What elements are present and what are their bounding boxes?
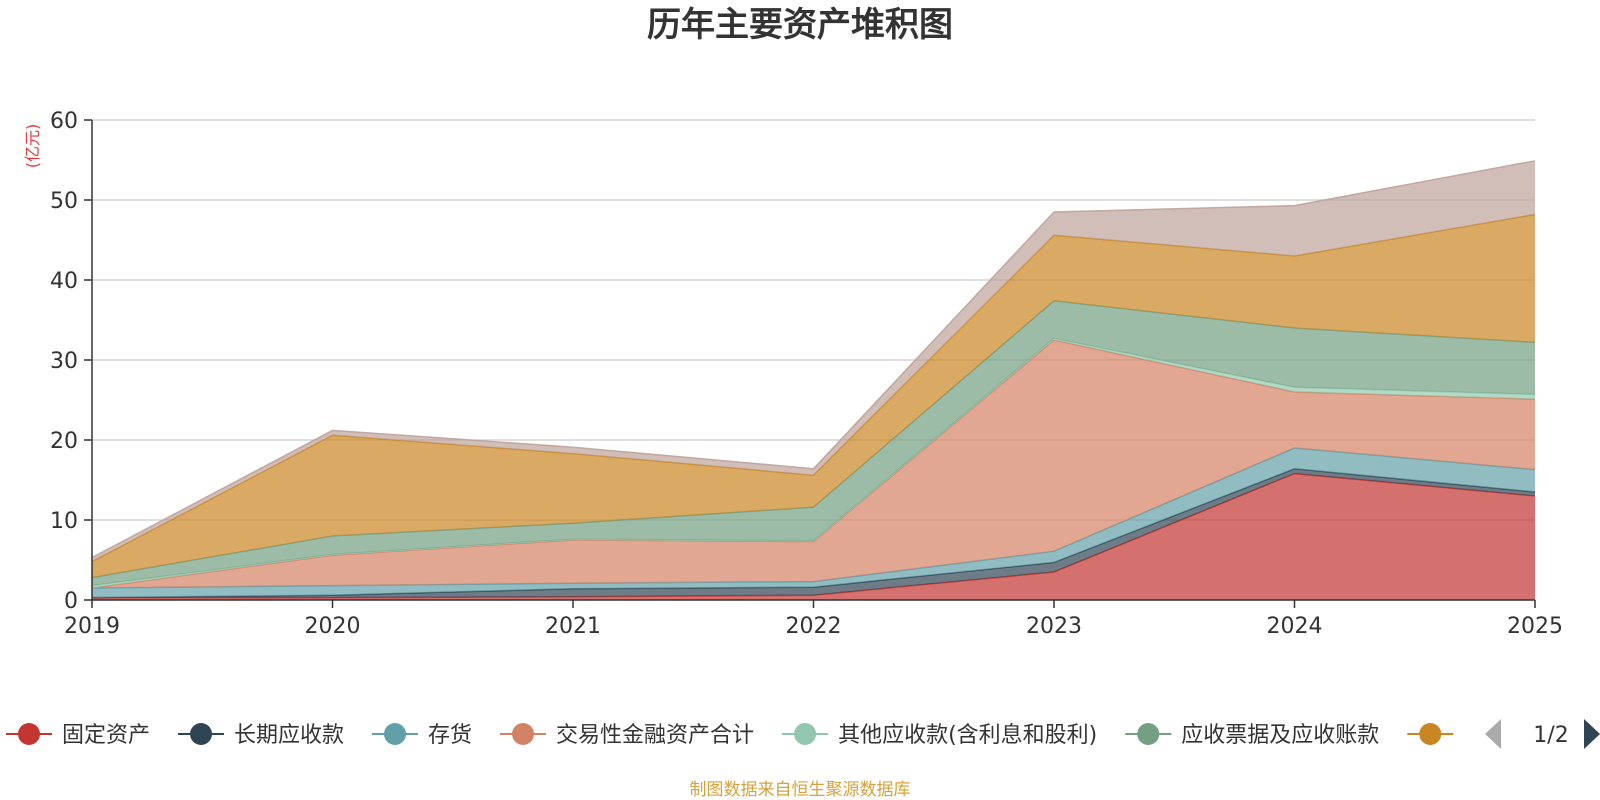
legend-marker [512,723,535,745]
y-tick-label: 50 [50,189,78,214]
legend-item-存货[interactable]: 存货 [372,723,472,748]
legend-item-其他应收款(含利息和股利)[interactable]: 其他应收款(含利息和股利) [782,723,1097,748]
series-line-其他 [91,160,1536,559]
y-tick-label: 40 [50,269,78,294]
y-tick-label: 20 [50,429,78,454]
legend-item-交易性金融资产合计[interactable]: 交易性金融资产合计 [500,723,754,748]
chart-title: 历年主要资产堆积图 [647,5,953,45]
area-存货 [92,448,1535,598]
y-tick-label: 0 [64,589,78,614]
legend-marker [190,723,213,745]
area-series-group [91,160,1536,600]
legend-marker [18,723,40,745]
area-交易性金融资产合计 [92,340,1535,588]
legend-label: 交易性金融资产合计 [556,723,754,748]
x-tick-label: 2023 [1026,614,1082,639]
legend-marker [1137,723,1160,745]
y-tick-label: 30 [50,349,78,374]
legend-item-应收票据及应收账款[interactable]: 应收票据及应收账款 [1125,723,1379,748]
x-tick-label: 2021 [545,614,601,639]
legend-item-固定资产[interactable]: 固定资产 [6,723,150,748]
legend-marker [384,723,407,745]
legend-item-货币资金[interactable] [1407,723,1454,745]
area-其他 [92,160,1535,562]
legend-label: 其他应收款(含利息和股利) [838,723,1097,748]
area-固定资产 [92,473,1535,600]
x-tick-label: 2025 [1507,614,1563,639]
area-应收票据及应收账款 [92,300,1535,586]
legend-prev-page-icon[interactable] [1485,719,1501,749]
x-tick-label: 2024 [1267,614,1323,639]
legend[interactable]: 固定资产 长期应收款 存货 交易性金融资产合计 其他应收款(含利息和股利) 应收票据及应收… [6,700,1600,770]
area-长期应收款 [92,468,1535,598]
x-tick-label: 2019 [64,614,120,639]
area-货币资金 [92,214,1535,578]
legend-page-indicator: 1/2 [1533,723,1568,748]
legend-item-长期应收款[interactable]: 长期应收款 [178,723,344,748]
axes: 0 10 20 30 40 50 60 2019 2020 2021 2022 2023 2024 202… [50,109,1563,639]
data-source-note: 制图数据来自恒生聚源数据库 [690,780,911,800]
y-tick-label: 60 [50,109,78,134]
legend-label: 应收票据及应收账款 [1181,723,1379,748]
legend-label: 存货 [428,723,472,748]
x-tick-label: 2020 [305,614,361,639]
x-tick-label: 2022 [786,614,842,639]
y-tick-label: 10 [50,509,78,534]
legend-marker [1419,723,1442,745]
legend-next-page-icon[interactable] [1584,719,1600,749]
legend-label: 固定资产 [62,723,150,748]
legend-marker [794,723,817,745]
legend-label: 长期应收款 [234,723,344,748]
y-axis-label: (亿元) [23,124,42,169]
